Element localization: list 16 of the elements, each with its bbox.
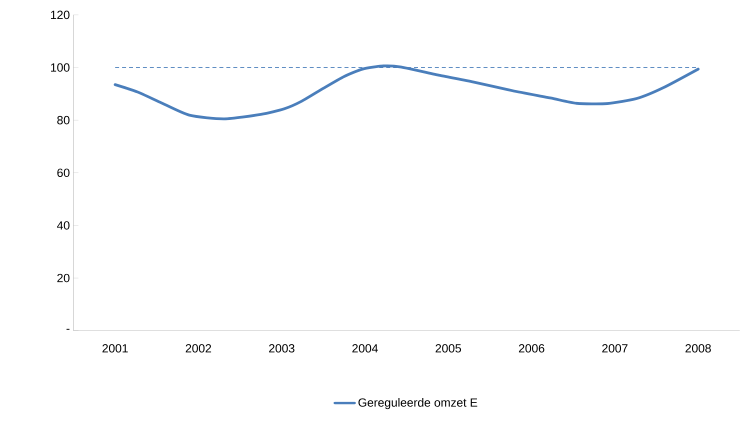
x-tick-label: 2007 [602,344,628,353]
x-tick-label: 2004 [352,344,378,353]
y-tick-label: 20 [57,274,70,282]
x-tick-label: 2008 [686,344,711,353]
y-tick-label: 60 [57,168,70,178]
y-tick-label: 100 [50,63,70,72]
x-tick-label: 2002 [186,344,212,353]
x-tick-label: 2003 [269,344,294,353]
y-tick-label: - [66,328,70,330]
y-tick-label: 80 [57,116,70,124]
x-tick-label: 2001 [102,344,128,353]
y-tick-label: 120 [50,10,70,20]
x-tick-label: 2005 [436,344,462,353]
y-tick-label: 40 [57,221,70,230]
legend-label: Gereguleerde omzet E [358,398,478,410]
x-tick-label: 2006 [518,344,544,353]
